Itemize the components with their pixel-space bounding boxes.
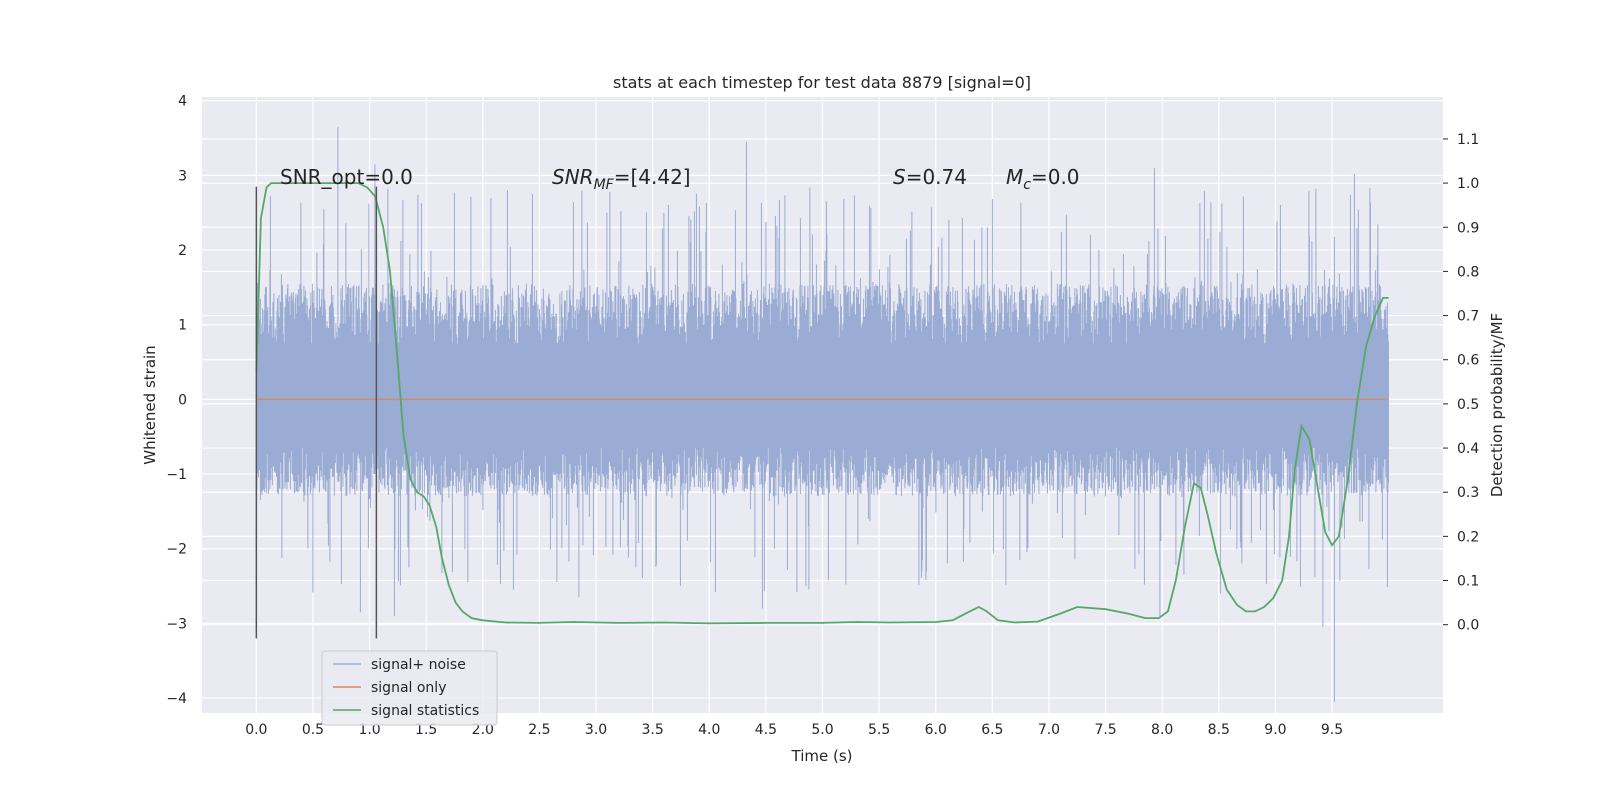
mc-annotation: Mc=0.0 <box>1006 165 1080 193</box>
x-tick-label: 2.5 <box>528 722 550 738</box>
mc-sub: c <box>1023 177 1031 193</box>
y-right-tick-label: 1.1 <box>1457 132 1479 148</box>
y-right-tick-label: 0.8 <box>1457 264 1479 280</box>
x-tick-label: 6.0 <box>925 722 947 738</box>
snr-mf-value: =[4.42] <box>614 165 691 189</box>
y-right-tick-label: 0.3 <box>1457 485 1479 501</box>
y-tick-label: 2 <box>178 243 187 259</box>
x-tick-label: 7.5 <box>1094 722 1116 738</box>
signal-noise-trace <box>255 126 1389 702</box>
y-tick-label: −4 <box>166 691 187 707</box>
s-annotation: S=0.74 <box>893 165 967 189</box>
x-tick-label: 6.5 <box>981 722 1003 738</box>
x-tick-label: 3.5 <box>642 722 664 738</box>
x-tick-label: 5.5 <box>868 722 890 738</box>
y-right-tick-label: 0.9 <box>1457 220 1479 236</box>
tick-labels: 0.0 0.5 1.0 1.5 2.0 2.5 3.0 3.5 4.0 4.5 5.0 5.5 6.0 6… <box>166 94 1479 738</box>
y-tick-label: −2 <box>166 542 187 558</box>
y-right-axis-label: Detection probability/MF <box>1488 313 1506 497</box>
legend-box <box>321 650 498 726</box>
legend-label-stats: signal statistics <box>371 703 479 719</box>
y-tick-label: −1 <box>166 467 187 483</box>
snr-opt-annotation: SNR_opt=0.0 <box>280 165 413 189</box>
mc-value: =0.0 <box>1031 165 1080 189</box>
annotations: SNR_opt=0.0 SNRMF=[4.42] S=0.74 Mc=0.0 <box>280 165 1080 193</box>
x-tick-label: 1.0 <box>358 722 380 738</box>
y-tick-label: −3 <box>166 616 187 632</box>
legend-label-signal: signal only <box>371 680 446 696</box>
x-tick-label: 8.0 <box>1151 722 1173 738</box>
y-right-tick-label: 0.1 <box>1457 574 1479 590</box>
mc-main: M <box>1006 165 1023 189</box>
legend-label-noise: signal+ noise <box>371 657 466 673</box>
x-tick-label: 2.0 <box>472 722 494 738</box>
s-label: S <box>893 165 906 189</box>
x-tick-label: 9.0 <box>1264 722 1286 738</box>
y-right-tick-label: 0.6 <box>1457 353 1479 369</box>
y-tick-label: 3 <box>178 168 187 184</box>
x-tick-label: 8.5 <box>1208 722 1230 738</box>
y-right-tick-label: 0.5 <box>1457 397 1479 413</box>
snr-mf-annotation: SNRMF=[4.42] <box>552 165 691 193</box>
x-tick-label: 7.0 <box>1038 722 1060 738</box>
y-right-tick-label: 1.0 <box>1457 176 1479 192</box>
x-tick-label: 0.0 <box>245 722 267 738</box>
x-tick-label: 5.0 <box>811 722 833 738</box>
y-axis-label: Whitened strain <box>141 345 159 464</box>
y-tick-label: 4 <box>178 94 187 110</box>
x-tick-label: 0.5 <box>302 722 324 738</box>
vertical-markers <box>255 186 378 639</box>
signal-statistics-line <box>255 182 1389 625</box>
series-lines <box>255 182 1389 625</box>
noise-core-band <box>256 343 1389 448</box>
s-value: =0.74 <box>906 165 967 189</box>
legend: signal+ noise signal only signal statist… <box>321 650 498 726</box>
x-tick-label: 3.0 <box>585 722 607 738</box>
y-tick-label: 1 <box>178 318 187 334</box>
y-tick-label: 0 <box>178 392 187 408</box>
y-right-tick-label: 0.2 <box>1457 529 1479 545</box>
chart-title: stats at each timestep for test data 887… <box>613 73 1031 92</box>
snr-mf-sub: MF <box>594 177 615 193</box>
x-axis-label: Time (s) <box>791 747 853 765</box>
snr-mf-main: SNR <box>552 165 594 189</box>
y-right-tick-label: 0.7 <box>1457 309 1479 325</box>
x-tick-label: 4.5 <box>755 722 777 738</box>
y-right-tick-label: 0.4 <box>1457 441 1479 457</box>
x-tick-label: 1.5 <box>415 722 437 738</box>
x-tick-label: 9.5 <box>1321 722 1343 738</box>
x-tick-label: 4.0 <box>698 722 720 738</box>
y-right-tick-label: 0.0 <box>1457 618 1479 634</box>
